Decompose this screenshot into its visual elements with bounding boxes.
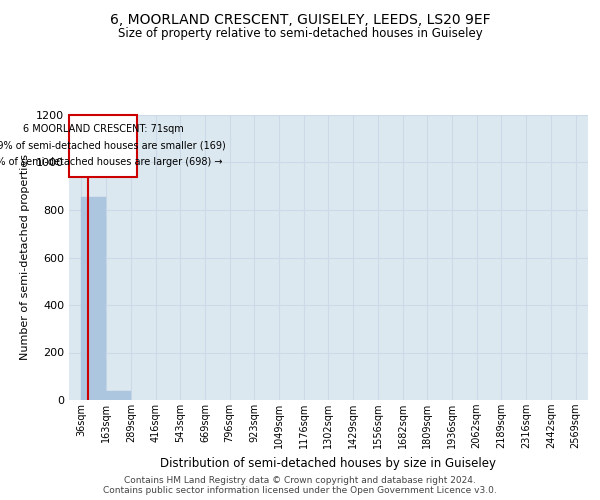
X-axis label: Distribution of semi-detached houses by size in Guiseley: Distribution of semi-detached houses by …: [161, 456, 497, 469]
Text: 6 MOORLAND CRESCENT: 71sqm
← 19% of semi-detached houses are smaller (169)
79% o: 6 MOORLAND CRESCENT: 71sqm ← 19% of semi…: [0, 124, 226, 168]
Text: 6, MOORLAND CRESCENT, GUISELEY, LEEDS, LS20 9EF: 6, MOORLAND CRESCENT, GUISELEY, LEEDS, L…: [110, 12, 490, 26]
Text: Size of property relative to semi-detached houses in Guiseley: Size of property relative to semi-detach…: [118, 28, 482, 40]
Text: Contains HM Land Registry data © Crown copyright and database right 2024.: Contains HM Land Registry data © Crown c…: [124, 476, 476, 485]
FancyBboxPatch shape: [70, 115, 137, 177]
Y-axis label: Number of semi-detached properties: Number of semi-detached properties: [20, 154, 31, 360]
Bar: [82, 198, 106, 400]
Text: Contains public sector information licensed under the Open Government Licence v3: Contains public sector information licen…: [103, 486, 497, 495]
Bar: [106, 392, 131, 400]
